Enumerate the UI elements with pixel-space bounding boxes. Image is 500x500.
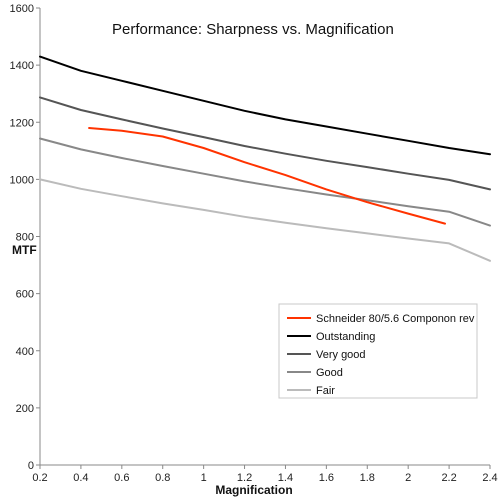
y-tick-label: 600 — [16, 289, 34, 301]
y-tick-label: 1600 — [10, 3, 34, 15]
legend-label-fair: Fair — [316, 385, 335, 397]
legend-label-good: Good — [316, 367, 343, 379]
x-tick-label: 0.8 — [155, 472, 170, 484]
y-tick-label: 800 — [16, 232, 34, 244]
series-lines — [39, 55, 491, 262]
y-tick-label: 400 — [16, 346, 34, 358]
x-tick-labels: 0.2 0.4 0.6 0.8 1 1.2 1.4 1.6 1.8 2 2.2 2.4 — [32, 465, 498, 484]
x-tick-label: 1 — [201, 472, 207, 484]
y-tick-label: 1000 — [10, 174, 34, 186]
legend-label-very-good: Very good — [316, 349, 366, 361]
chart-title: Performance: Sharpness vs. Magnification — [112, 21, 394, 38]
legend-box — [278, 303, 478, 399]
y-tick-labels: 0 200 400 600 800 1000 1200 1400 1600 — [10, 3, 40, 472]
legend: Schneider 80/5.6 Componon rev Outstanding… — [278, 303, 478, 399]
y-axis-title: MTF — [12, 243, 37, 257]
x-tick-label: 0.6 — [114, 472, 129, 484]
y-tick-label: 1400 — [10, 60, 34, 72]
x-tick-label: 1.4 — [278, 472, 293, 484]
y-tick-label: 1200 — [10, 117, 34, 129]
x-tick-label: 2.4 — [482, 472, 497, 484]
x-tick-label: 2 — [405, 472, 411, 484]
x-tick-label: 1.2 — [237, 472, 252, 484]
x-axis-title: Magnification — [215, 483, 292, 497]
x-tick-label: 1.8 — [360, 472, 375, 484]
series-line-very-good — [39, 96, 491, 191]
y-tick-label: 200 — [16, 403, 34, 415]
x-tick-label: 1.6 — [319, 472, 334, 484]
legend-label-outstanding: Outstanding — [316, 331, 375, 343]
series-line-schneider-80-5-6-componon-rev — [88, 127, 446, 225]
y-tick-label: 0 — [28, 460, 34, 472]
x-tick-label: 0.2 — [32, 472, 47, 484]
legend-label-schneider-80-5-6-componon-rev: Schneider 80/5.6 Componon rev — [316, 313, 475, 325]
series-line-good — [39, 137, 491, 227]
series-line-fair — [39, 178, 491, 262]
x-tick-label: 0.4 — [73, 472, 88, 484]
x-tick-label: 2.2 — [441, 472, 456, 484]
series-line-outstanding — [39, 55, 491, 156]
